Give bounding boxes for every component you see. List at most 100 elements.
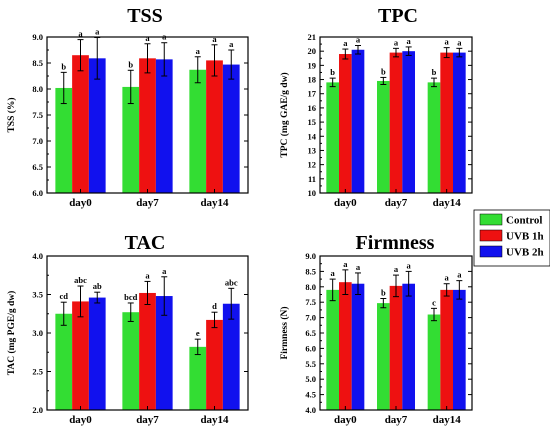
tpc-ytick-label: 14 bbox=[308, 131, 317, 141]
tss-control-day14-error-bar bbox=[194, 56, 201, 84]
firmness-y-axis-label: Firmness (N) bbox=[279, 306, 290, 359]
tpc-ytick-label: 17 bbox=[308, 89, 317, 99]
tpc-ytick-label: 10 bbox=[308, 188, 317, 198]
firmness-bar-control-day0 bbox=[326, 289, 339, 410]
tac-control-day14-error-bar bbox=[194, 338, 201, 356]
legend-swatch-uvb-2h bbox=[479, 245, 503, 258]
firmness-uvb-2h-day14-error-bar bbox=[456, 280, 463, 300]
tpc-title: TPC bbox=[378, 5, 418, 27]
firmness-ytick-label: 4.0 bbox=[305, 405, 316, 415]
tss-uvb-1h-day0-letter: a bbox=[78, 29, 83, 39]
tac-uvb-1h-day0-error-bar bbox=[77, 285, 84, 318]
tac-uvb-2h-day14-letter: abc bbox=[225, 277, 238, 287]
firmness-uvb-1h-day7-letter: a bbox=[394, 264, 399, 274]
tac-uvb-2h-day0-letter: ab bbox=[93, 281, 102, 291]
tpc-uvb-2h-day7-letter: a bbox=[407, 36, 412, 46]
tss-ytick-label: 9.0 bbox=[32, 32, 43, 42]
tss-bar-uvb-2h-day0 bbox=[88, 58, 106, 193]
tac-xtick-day7: day7 bbox=[136, 414, 159, 426]
tac-y-axis-label: TAC (mg PGE/g dw) bbox=[6, 291, 17, 376]
tpc-uvb-1h-day0-letter: a bbox=[343, 38, 348, 48]
tss-uvb-1h-day7-error-bar bbox=[144, 43, 151, 74]
tac-uvb-2h-day7-error-bar bbox=[161, 276, 168, 316]
firmness-ytick-label: 9.0 bbox=[305, 251, 316, 261]
firmness-ytick-label: 8.0 bbox=[305, 282, 316, 292]
tac-ytick-label: 3.5 bbox=[32, 290, 43, 300]
legend-label-uvb-1h: UVB 1h bbox=[506, 231, 544, 243]
tpc-uvb-2h-day0-error-bar bbox=[355, 45, 361, 55]
tac-xtick-day14: day14 bbox=[200, 414, 229, 426]
tpc-control-day0-letter: b bbox=[330, 67, 335, 77]
tpc-control-day14-error-bar bbox=[431, 77, 437, 88]
tpc-uvb-2h-day0-letter: a bbox=[356, 35, 361, 45]
tpc-ytick-label: 13 bbox=[308, 145, 317, 155]
firmness-bar-uvb-2h-day14 bbox=[453, 289, 466, 410]
firmness-uvb-2h-day14-letter: a bbox=[457, 270, 462, 280]
firmness-ytick-label: 7.5 bbox=[305, 297, 316, 307]
tac-bar-uvb-1h-day14 bbox=[206, 319, 223, 410]
legend-swatch-control bbox=[479, 213, 503, 226]
tpc-ytick-label: 12 bbox=[308, 160, 317, 170]
tss-uvb-2h-day7-error-bar bbox=[161, 42, 168, 77]
tac-bar-control-day0 bbox=[55, 313, 73, 410]
tpc-control-day7-letter: b bbox=[381, 66, 386, 76]
firmness-bar-uvb-1h-day7 bbox=[389, 285, 403, 410]
legend-label-uvb-2h: UVB 2h bbox=[506, 247, 544, 259]
tss-y-axis-label: TSS (%) bbox=[6, 97, 17, 132]
firmness-uvb-2h-day7-letter: a bbox=[407, 260, 412, 270]
tss-uvb-1h-day14-letter: a bbox=[212, 34, 217, 44]
tss-bar-uvb-1h-day14 bbox=[206, 60, 223, 194]
firmness-uvb-2h-day7-error-bar bbox=[405, 270, 412, 297]
firmness-control-day0-letter: a bbox=[331, 268, 336, 278]
firmness-ytick-label: 7.0 bbox=[305, 313, 316, 323]
firmness-xtick-day0: day0 bbox=[334, 414, 357, 426]
tac-panel: TAC TAC (mg PGE/g dw) cd bcd e abc a d ab a abc 2.0… bbox=[6, 232, 249, 426]
tac-uvb-1h-day14-error-bar bbox=[211, 311, 218, 329]
tpc-ytick-label: 16 bbox=[308, 103, 317, 113]
tpc-ytick-label: 20 bbox=[308, 46, 317, 56]
tac-bar-uvb-2h-day0 bbox=[88, 297, 106, 410]
tss-ytick-label: 7.5 bbox=[32, 110, 43, 120]
tss-xtick-day14: day14 bbox=[200, 197, 229, 209]
firmness-bar-uvb-1h-day14 bbox=[440, 289, 453, 410]
tss-bar-uvb-2h-day14 bbox=[222, 64, 240, 193]
tac-control-day0-error-bar bbox=[60, 301, 67, 326]
tss-control-day7-letter: b bbox=[128, 59, 133, 69]
tpc-uvb-2h-day14-error-bar bbox=[456, 47, 463, 58]
firmness-ytick-label: 8.5 bbox=[305, 266, 316, 276]
tac-control-day7-letter: bcd bbox=[124, 292, 138, 302]
tpc-uvb-1h-day7-error-bar bbox=[393, 47, 399, 58]
tpc-control-day0-error-bar bbox=[329, 77, 336, 88]
tac-uvb-1h-day14-letter: d bbox=[212, 301, 217, 311]
firmness-uvb-1h-day0-error-bar bbox=[342, 269, 349, 295]
tss-control-day14-letter: a bbox=[196, 46, 201, 56]
tac-uvb-2h-day14-error-bar bbox=[228, 287, 235, 320]
tss-xtick-day7: day7 bbox=[136, 197, 159, 209]
firmness-control-day14-error-bar bbox=[431, 307, 437, 322]
tss-uvb-2h-day14-letter: a bbox=[229, 39, 234, 49]
tac-bar-uvb-1h-day7 bbox=[139, 292, 156, 410]
tpc-xtick-day0: day0 bbox=[334, 197, 357, 209]
firmness-uvb-1h-day14-error-bar bbox=[443, 283, 450, 297]
tac-control-day0-letter: cd bbox=[60, 291, 69, 301]
tac-uvb-1h-day0-letter: abc bbox=[74, 275, 87, 285]
tac-bar-control-day7 bbox=[122, 312, 140, 410]
tpc-uvb-2h-day7-error-bar bbox=[405, 46, 412, 56]
tpc-ytick-label: 15 bbox=[308, 117, 317, 127]
firmness-ytick-label: 6.5 bbox=[305, 328, 316, 338]
tpc-ytick-label: 18 bbox=[308, 75, 317, 85]
tac-title: TAC bbox=[125, 232, 166, 254]
firmness-bar-uvb-2h-day7 bbox=[402, 283, 415, 410]
tpc-control-day7-error-bar bbox=[380, 76, 387, 86]
firmness-uvb-1h-day14-letter: a bbox=[445, 273, 450, 283]
tac-uvb-2h-day0-error-bar bbox=[94, 291, 101, 304]
tpc-uvb-1h-day7-letter: a bbox=[394, 37, 399, 47]
tpc-bar-control-day14 bbox=[427, 82, 441, 193]
tpc-ytick-label: 11 bbox=[308, 174, 316, 184]
firmness-bar-control-day14 bbox=[427, 314, 441, 410]
tpc-bar-control-day0 bbox=[326, 82, 339, 193]
tpc-ytick-label: 19 bbox=[308, 60, 317, 70]
